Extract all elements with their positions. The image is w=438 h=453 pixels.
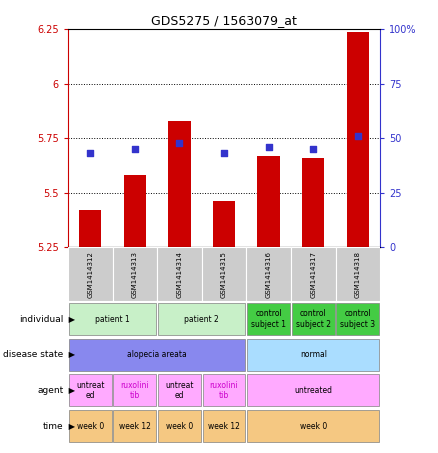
- Text: disease state: disease state: [3, 350, 64, 359]
- Text: ▶: ▶: [66, 314, 75, 323]
- Text: GSM1414313: GSM1414313: [132, 251, 138, 298]
- Bar: [69, 410, 112, 442]
- Text: alopecia areata: alopecia areata: [127, 350, 187, 359]
- Bar: [247, 303, 290, 335]
- Text: patient 1: patient 1: [95, 314, 130, 323]
- Bar: [258, 155, 280, 247]
- Text: control
subject 1: control subject 1: [251, 309, 286, 329]
- Text: ruxolini
tib: ruxolini tib: [210, 381, 238, 400]
- Point: [87, 150, 94, 157]
- Text: time: time: [43, 422, 64, 431]
- Bar: [347, 32, 369, 247]
- Bar: [247, 410, 379, 442]
- Text: week 0: week 0: [166, 422, 193, 431]
- Bar: [157, 247, 202, 301]
- Text: ruxolini
tib: ruxolini tib: [120, 381, 149, 400]
- Text: GSM1414318: GSM1414318: [355, 251, 361, 298]
- Text: untreated: untreated: [294, 386, 332, 395]
- Bar: [69, 374, 112, 406]
- Text: control
subject 3: control subject 3: [340, 309, 375, 329]
- Text: ▶: ▶: [66, 350, 75, 359]
- Point: [131, 145, 138, 153]
- Text: GSM1414315: GSM1414315: [221, 251, 227, 298]
- Text: week 0: week 0: [300, 422, 327, 431]
- Text: GSM1414316: GSM1414316: [266, 251, 272, 298]
- Bar: [124, 175, 146, 247]
- Text: week 0: week 0: [77, 422, 104, 431]
- Bar: [113, 410, 156, 442]
- Bar: [68, 247, 113, 301]
- Point: [354, 132, 361, 140]
- Bar: [247, 374, 379, 406]
- Text: normal: normal: [300, 350, 327, 359]
- Bar: [158, 410, 201, 442]
- Point: [310, 145, 317, 153]
- Bar: [113, 247, 157, 301]
- Point: [265, 143, 272, 150]
- Bar: [336, 247, 380, 301]
- Text: patient 2: patient 2: [184, 314, 219, 323]
- Bar: [213, 201, 235, 247]
- Bar: [158, 303, 245, 335]
- Bar: [158, 374, 201, 406]
- Bar: [113, 374, 156, 406]
- Text: GSM1414317: GSM1414317: [310, 251, 316, 298]
- Bar: [302, 158, 325, 247]
- Text: week 12: week 12: [208, 422, 240, 431]
- Title: GDS5275 / 1563079_at: GDS5275 / 1563079_at: [151, 14, 297, 27]
- Bar: [203, 374, 245, 406]
- Bar: [79, 210, 101, 247]
- Bar: [336, 303, 379, 335]
- Point: [176, 139, 183, 146]
- Text: ▶: ▶: [66, 422, 75, 431]
- Bar: [203, 410, 245, 442]
- Point: [220, 150, 228, 157]
- Text: agent: agent: [37, 386, 64, 395]
- Text: untreat
ed: untreat ed: [76, 381, 104, 400]
- Bar: [202, 247, 246, 301]
- Bar: [292, 303, 335, 335]
- Text: individual: individual: [19, 314, 64, 323]
- Text: GSM1414312: GSM1414312: [87, 251, 93, 298]
- Bar: [168, 121, 191, 247]
- Bar: [247, 339, 379, 371]
- Bar: [291, 247, 336, 301]
- Bar: [246, 247, 291, 301]
- Text: week 12: week 12: [119, 422, 151, 431]
- Text: ▶: ▶: [66, 386, 75, 395]
- Bar: [69, 339, 245, 371]
- Bar: [69, 303, 156, 335]
- Text: GSM1414314: GSM1414314: [177, 251, 182, 298]
- Text: control
subject 2: control subject 2: [296, 309, 331, 329]
- Text: untreat
ed: untreat ed: [165, 381, 194, 400]
